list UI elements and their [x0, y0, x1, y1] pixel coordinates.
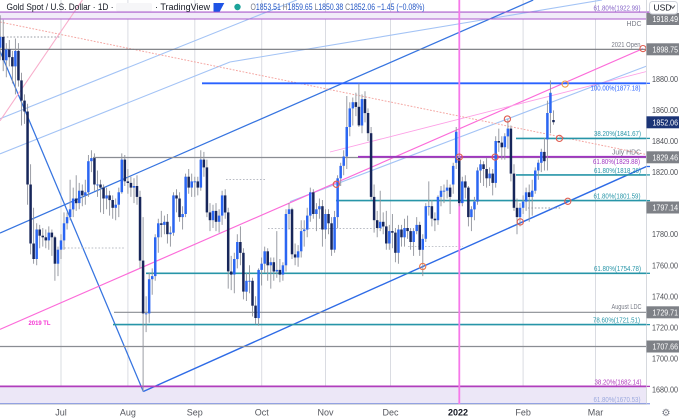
svg-text:Aug: Aug [120, 408, 136, 418]
svg-text:Dec: Dec [382, 408, 399, 418]
svg-text:61.80%(1829.88): 61.80%(1829.88) [593, 157, 640, 166]
svg-text:Oct: Oct [255, 408, 270, 418]
svg-text:Mar: Mar [588, 408, 604, 418]
svg-text:1740.00: 1740.00 [652, 291, 678, 301]
svg-text:2021 Open: 2021 Open [612, 42, 641, 49]
svg-text:1797.14: 1797.14 [653, 203, 679, 213]
svg-text:O1853.51 H1859.65 L1850.38 C18: O1853.51 H1859.65 L1850.38 C1852.06 −1.4… [251, 2, 425, 13]
svg-text:61.80%(1922.99): 61.80%(1922.99) [594, 3, 641, 12]
svg-text:Nov: Nov [317, 408, 334, 418]
svg-text:1898.75: 1898.75 [653, 44, 679, 54]
svg-text:USD: USD [654, 3, 672, 13]
svg-text:Gold Spot / U.S. Dollar · 1D ·: Gold Spot / U.S. Dollar · 1D · [7, 2, 114, 13]
svg-text:1840.00: 1840.00 [652, 136, 678, 146]
svg-text:1707.66: 1707.66 [653, 342, 679, 352]
svg-text:38.20%(1841.67): 38.20%(1841.67) [594, 129, 641, 138]
svg-text:1880.00: 1880.00 [652, 74, 678, 84]
svg-text:1680.00: 1680.00 [652, 385, 678, 395]
svg-text:78.60%(1721.51): 78.60%(1721.51) [593, 316, 640, 325]
svg-text:100.00%(1877.18): 100.00%(1877.18) [591, 84, 641, 93]
svg-text:61.80%(1670.53): 61.80%(1670.53) [594, 395, 641, 404]
svg-text:1918.49: 1918.49 [653, 14, 679, 24]
svg-text:1700.00: 1700.00 [652, 354, 678, 364]
svg-text:1780.00: 1780.00 [652, 229, 678, 239]
svg-text:July HDC: July HDC [612, 149, 641, 156]
svg-text:HDC: HDC [627, 21, 642, 28]
svg-text:Jul: Jul [55, 408, 67, 418]
svg-text:1852.06: 1852.06 [653, 117, 679, 127]
svg-text:1820.00: 1820.00 [652, 167, 678, 177]
svg-text:Sep: Sep [187, 408, 203, 418]
svg-text:1720.00: 1720.00 [652, 322, 678, 332]
svg-text:1860.00: 1860.00 [652, 105, 678, 115]
svg-text:1829.46: 1829.46 [653, 152, 679, 162]
svg-text:Feb: Feb [515, 408, 531, 418]
svg-text:2022: 2022 [448, 408, 468, 418]
svg-text:61.80%(1801.59): 61.80%(1801.59) [594, 191, 641, 200]
svg-text:2019 TL: 2019 TL [29, 320, 51, 327]
svg-text:1760.00: 1760.00 [652, 260, 678, 270]
svg-text:38.20%(1682.14): 38.20%(1682.14) [595, 377, 642, 386]
svg-text:· TradingView: · TradingView [155, 2, 210, 13]
svg-text:61.80%(1754.78): 61.80%(1754.78) [594, 264, 641, 273]
svg-text:61.80%(1818.26): 61.80%(1818.26) [594, 166, 641, 175]
svg-text:⚙: ⚙ [662, 408, 671, 419]
svg-text:1729.71: 1729.71 [653, 307, 679, 317]
svg-text:August LDC: August LDC [612, 304, 642, 311]
